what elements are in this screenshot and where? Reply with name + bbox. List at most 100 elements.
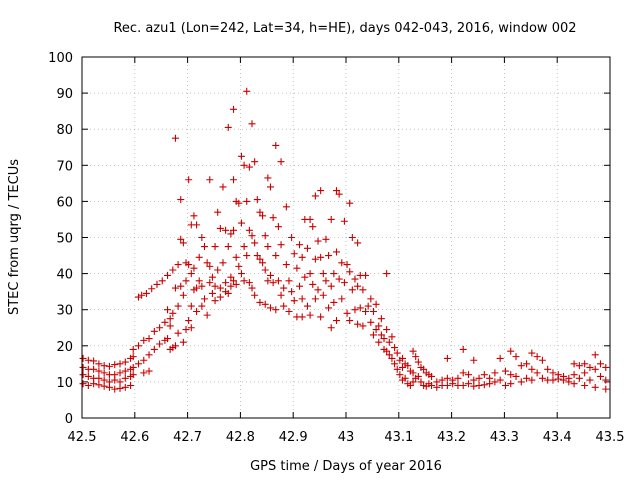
data-point (171, 342, 179, 350)
y-tick-label: 100 (48, 51, 73, 66)
data-point (470, 356, 478, 364)
data-point (116, 384, 124, 392)
data-point (274, 223, 282, 231)
data-point (404, 362, 412, 370)
data-point (591, 365, 599, 373)
data-point (251, 158, 259, 166)
data-point (380, 335, 388, 343)
x-tick-label: 43.4 (543, 430, 572, 445)
data-point (314, 237, 322, 245)
data-point (253, 252, 261, 260)
data-point (309, 223, 317, 231)
y-tick-label: 90 (56, 87, 73, 102)
data-point (129, 371, 137, 379)
data-point (528, 349, 536, 357)
data-point (232, 253, 240, 261)
data-point (95, 381, 103, 389)
data-point (206, 279, 214, 287)
data-point (309, 280, 317, 288)
data-point (591, 383, 599, 391)
data-point (538, 374, 546, 382)
data-point (351, 275, 359, 283)
x-tick-label: 42.5 (68, 430, 97, 445)
data-point (512, 353, 520, 361)
data-point (364, 302, 372, 310)
data-point (100, 376, 108, 384)
y-tick-label: 40 (56, 268, 73, 283)
data-point (501, 367, 509, 375)
data-point (533, 353, 541, 361)
data-point (230, 277, 238, 285)
data-point (470, 376, 478, 384)
data-point (372, 326, 380, 334)
y-axis-label: STEC from uqrg / TECUs (7, 159, 22, 315)
data-point (193, 308, 201, 316)
data-point (330, 270, 338, 278)
data-point (156, 324, 164, 332)
data-point (224, 123, 232, 131)
data-point (251, 239, 259, 247)
data-point (507, 371, 515, 379)
data-point (232, 280, 240, 288)
data-point (348, 234, 356, 241)
data-point (414, 372, 422, 380)
data-point (362, 271, 370, 279)
y-tick-label: 70 (56, 159, 73, 174)
data-point (105, 383, 113, 391)
data-point (314, 286, 322, 294)
data-point (219, 259, 227, 267)
data-point (198, 302, 206, 310)
data-point (251, 291, 259, 299)
data-point (272, 306, 280, 314)
data-point (346, 317, 354, 325)
data-point (174, 329, 182, 337)
data-point (245, 226, 253, 234)
data-point (388, 354, 396, 362)
data-point (459, 382, 467, 390)
data-point (190, 264, 198, 272)
data-point (343, 309, 351, 317)
data-point (129, 353, 137, 361)
data-point (90, 357, 98, 365)
data-point (491, 369, 499, 377)
data-point (327, 215, 335, 223)
data-point (549, 369, 557, 377)
data-point (211, 297, 219, 305)
data-point (261, 266, 269, 274)
data-point (166, 315, 174, 323)
data-point (161, 318, 169, 326)
data-point (335, 190, 343, 198)
data-point (129, 345, 137, 353)
data-point (586, 376, 594, 384)
data-point (327, 324, 335, 332)
data-point (401, 374, 409, 382)
data-point (475, 382, 483, 390)
data-point (237, 270, 245, 278)
data-point (517, 378, 525, 386)
data-point (464, 371, 472, 379)
data-point (105, 362, 113, 370)
x-tick-label: 42.9 (279, 430, 308, 445)
data-point (245, 279, 253, 287)
data-point (412, 353, 420, 361)
data-point (433, 383, 441, 391)
data-point (575, 362, 583, 370)
data-point (90, 365, 98, 373)
data-point (285, 308, 293, 316)
data-point (95, 374, 103, 382)
data-point (301, 273, 309, 281)
data-points (79, 87, 610, 393)
data-point (200, 295, 208, 303)
data-point (206, 262, 214, 270)
data-point (127, 382, 135, 390)
x-tick-label: 42.8 (226, 430, 255, 445)
x-tick-label: 43.5 (596, 430, 625, 445)
data-point (214, 266, 222, 274)
data-point (134, 360, 142, 368)
data-point (266, 271, 274, 279)
data-point (216, 293, 224, 301)
data-point (185, 317, 193, 325)
data-point (586, 363, 594, 371)
data-point (185, 176, 193, 184)
data-point (185, 261, 193, 269)
